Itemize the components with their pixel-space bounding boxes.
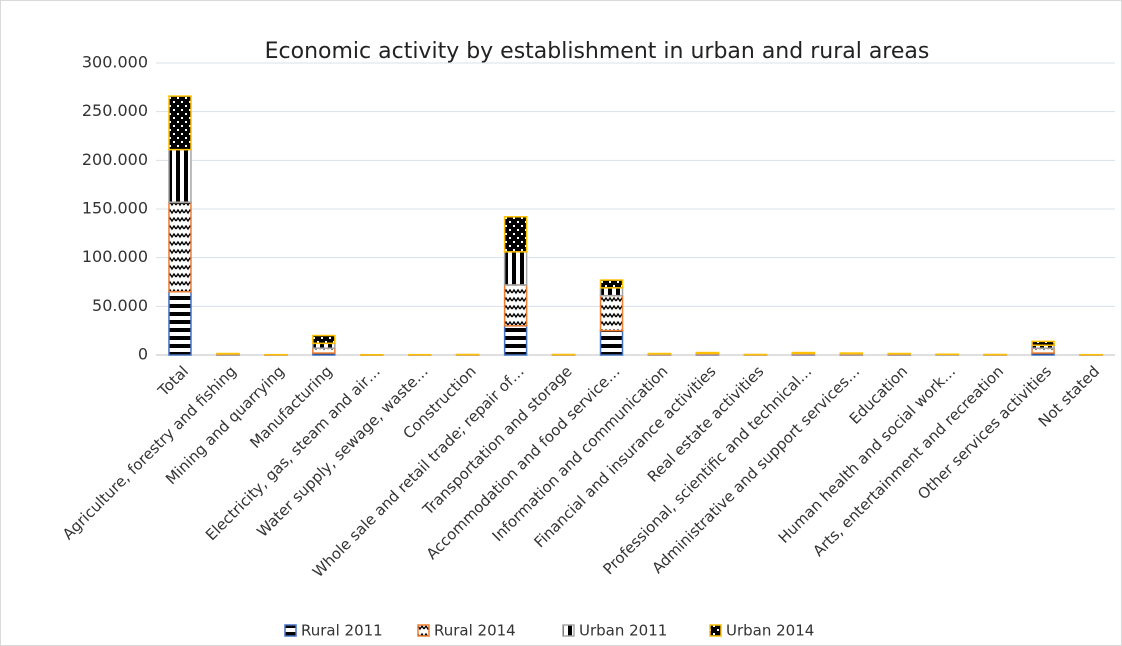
legend-label: Rural 2014: [434, 622, 516, 640]
bar-segment: [1031, 340, 1055, 347]
bar-segment: [791, 351, 816, 354]
bar-segment: [312, 334, 336, 345]
legend-swatch: [417, 624, 430, 637]
legend-swatch: [562, 624, 575, 637]
bar-segment: [599, 279, 624, 289]
y-tick-label: 150.000: [82, 199, 148, 218]
legend-swatch: [709, 624, 722, 637]
legend-swatch: [284, 624, 297, 637]
bar-segment: [599, 329, 624, 356]
bar-segment: [599, 294, 624, 332]
legend-label: Rural 2011: [301, 622, 383, 640]
chart-title: Economic activity by establishment in ur…: [265, 39, 930, 64]
legend-label: Urban 2014: [726, 622, 814, 640]
bar-segment: [168, 95, 192, 151]
bar-segment: [503, 216, 528, 253]
y-tick-label: 100.000: [82, 247, 148, 266]
bar-segment: [695, 351, 720, 354]
y-tick-label: 50.000: [92, 296, 148, 315]
bar-segment: [599, 287, 624, 297]
bar-segment: [168, 201, 192, 293]
y-tick-label: 200.000: [82, 150, 148, 169]
y-tick-label: 250.000: [82, 101, 148, 120]
y-tick-label: 300.000: [82, 53, 148, 72]
bar-segment: [168, 290, 192, 356]
y-tick-label: 0: [138, 345, 148, 364]
legend-label: Urban 2011: [579, 622, 667, 640]
bar-segment: [503, 284, 528, 327]
bar-segment: [503, 325, 528, 356]
bar-segment: [168, 148, 192, 203]
bar-segment: [503, 251, 528, 286]
